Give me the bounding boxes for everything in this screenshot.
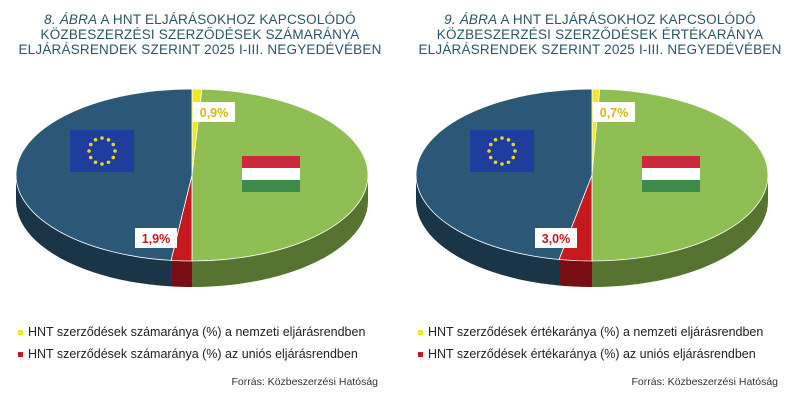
eu-flag-star bbox=[487, 149, 491, 153]
eu-flag-star bbox=[93, 137, 98, 142]
eu-flag-star bbox=[88, 142, 93, 147]
data-label-box bbox=[535, 228, 577, 248]
hu-flag-white bbox=[642, 168, 700, 180]
chart-title-text: A HNT eljárásokhoz kapcsolódó közbeszerz… bbox=[418, 12, 782, 57]
chart-title-text: A HNT eljárásokhoz kapcsolódó közbeszerz… bbox=[18, 12, 382, 57]
data-label-box bbox=[135, 228, 177, 248]
eu-flag-icon bbox=[70, 130, 134, 172]
data-label-box bbox=[193, 102, 235, 122]
chart-legend: HNT szerződések értékaránya (%) a nemzet… bbox=[418, 321, 798, 365]
pie-chart: 0,7% 3,0% bbox=[415, 88, 769, 287]
legend-item-eu: HNT szerződések értékaránya (%) az uniós… bbox=[418, 343, 798, 365]
chart-legend: HNT szerződések számaránya (%) a nemzeti… bbox=[18, 321, 398, 365]
eu-flag-star bbox=[506, 137, 511, 142]
legend-item-national: HNT szerződések számaránya (%) a nemzeti… bbox=[18, 321, 398, 343]
eu-flag-star bbox=[488, 142, 493, 147]
chart-panel-9: 9. ábra A HNT eljárásokhoz kapcsolódó kö… bbox=[400, 0, 800, 400]
eu-flag-star bbox=[100, 136, 104, 140]
data-label-national: 0,9% bbox=[193, 102, 235, 122]
eu-flag-star bbox=[506, 160, 511, 165]
data-label-eu: 3,0% bbox=[535, 228, 577, 248]
eu-flag-star bbox=[111, 142, 116, 147]
slice-eu-hnt-side bbox=[171, 260, 192, 287]
data-label-national: 0,7% bbox=[593, 102, 635, 122]
legend-swatch-red bbox=[18, 351, 23, 357]
slice-eu-hnt-side bbox=[559, 259, 592, 287]
eu-flag-star bbox=[493, 137, 498, 142]
eu-flag-star bbox=[511, 155, 516, 160]
chart-title-number: 9. ábra bbox=[444, 12, 498, 27]
legend-item-national: HNT szerződések értékaránya (%) a nemzet… bbox=[418, 321, 798, 343]
pie-chart: 0,9% 1,9% bbox=[15, 88, 369, 287]
eu-flag-star bbox=[106, 137, 111, 142]
legend-swatch-red bbox=[418, 351, 423, 357]
slice-eu-other bbox=[15, 88, 193, 261]
data-label-box bbox=[593, 102, 635, 122]
hungarian-flag-icon bbox=[242, 156, 300, 192]
legend-item-eu: HNT szerződések számaránya (%) az uniós … bbox=[18, 343, 398, 365]
legend-label: HNT szerződések értékaránya (%) az uniós… bbox=[428, 347, 756, 361]
eu-flag-star bbox=[511, 142, 516, 147]
eu-flag-star bbox=[113, 149, 117, 153]
eu-flag-star bbox=[500, 136, 504, 140]
data-label-text: 1,9% bbox=[142, 232, 171, 246]
eu-flag-star bbox=[100, 162, 104, 166]
eu-flag-star bbox=[500, 162, 504, 166]
eu-flag-star bbox=[93, 160, 98, 165]
eu-flag-star bbox=[488, 155, 493, 160]
eu-flag-star bbox=[88, 155, 93, 160]
hungarian-flag-icon bbox=[642, 156, 700, 192]
data-label-text: 0,7% bbox=[600, 106, 629, 120]
slice-eu-other-side bbox=[16, 175, 172, 287]
hu-flag-green bbox=[242, 180, 300, 192]
data-label-text: 3,0% bbox=[542, 232, 571, 246]
legend-swatch-yellow bbox=[418, 329, 423, 335]
legend-label: HNT szerződések számaránya (%) a nemzeti… bbox=[28, 325, 366, 339]
hu-flag-red bbox=[642, 156, 700, 168]
eu-flag-star bbox=[106, 160, 111, 165]
eu-flag-star bbox=[87, 149, 91, 153]
legend-label: HNT szerződések értékaránya (%) a nemzet… bbox=[428, 325, 764, 339]
eu-flag-star bbox=[513, 149, 517, 153]
chart-panel-8: 8. ábra A HNT eljárásokhoz kapcsolódó kö… bbox=[10, 12, 398, 388]
data-label-text: 0,9% bbox=[200, 106, 229, 120]
source-note: Forrás: Közbeszerzési Hatóság bbox=[231, 376, 378, 388]
slice-national-other-side bbox=[192, 175, 368, 287]
hu-flag-white bbox=[242, 168, 300, 180]
legend-swatch-yellow bbox=[18, 329, 23, 335]
slice-eu-other-side bbox=[416, 175, 560, 286]
slice-national-other-side bbox=[592, 175, 768, 287]
eu-flag-star bbox=[111, 155, 116, 160]
eu-flag-icon bbox=[470, 130, 534, 172]
slice-eu-other bbox=[415, 88, 593, 260]
eu-flag-star bbox=[493, 160, 498, 165]
data-label-eu: 1,9% bbox=[135, 228, 177, 248]
chart-title: 8. ábra A HNT eljárásokhoz kapcsolódó kö… bbox=[10, 12, 390, 57]
hu-flag-red bbox=[242, 156, 300, 168]
legend-label: HNT szerződések számaránya (%) az uniós … bbox=[28, 347, 358, 361]
hu-flag-green bbox=[642, 180, 700, 192]
chart-title: 9. ábra A HNT eljárásokhoz kapcsolódó kö… bbox=[410, 12, 790, 57]
source-note: Forrás: Közbeszerzési Hatóság bbox=[631, 376, 778, 388]
chart-title-number: 8. ábra bbox=[44, 12, 98, 27]
